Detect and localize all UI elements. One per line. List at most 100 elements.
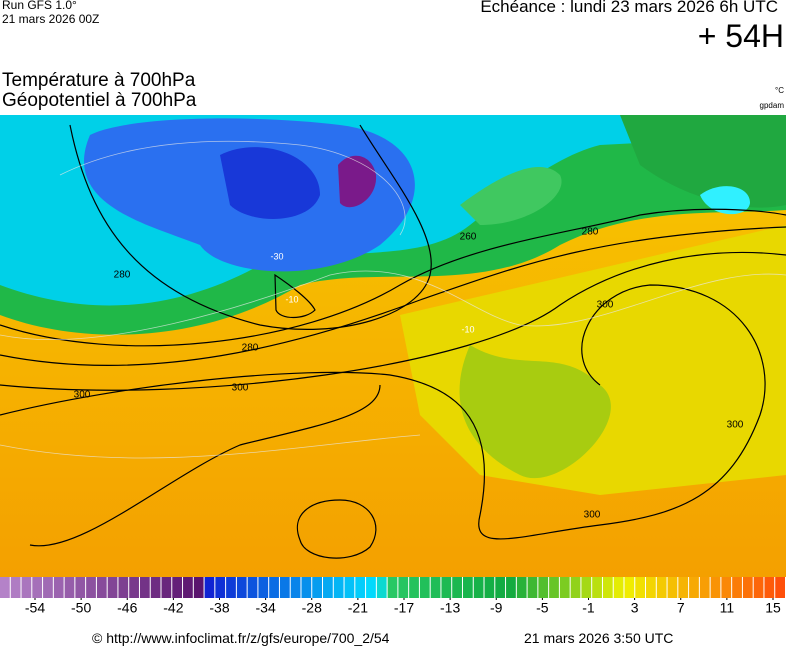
color-swatch: [452, 577, 462, 598]
isotherms: [0, 140, 786, 459]
color-swatch: [667, 577, 678, 598]
color-swatch: [538, 577, 549, 598]
lead-time: + 54H: [697, 18, 784, 54]
run: Run GFS 1.0°: [2, 0, 77, 12]
colorbar-tick-label: -42: [163, 600, 183, 616]
color-swatch: [247, 577, 258, 598]
colorbar-tick-label: -17: [394, 600, 414, 616]
color-swatch: [139, 577, 150, 598]
color-swatch: [118, 577, 129, 598]
color-swatch: [549, 577, 559, 598]
color-swatch: [32, 577, 43, 598]
color-swatch: [236, 577, 247, 598]
color-swatch: [678, 577, 689, 598]
color-swatch: [699, 577, 710, 598]
color-swatch: [172, 577, 183, 598]
contours: [0, 124, 786, 559]
contour-label: 300: [74, 390, 91, 401]
color-swatch: [689, 577, 699, 598]
color-swatch: [409, 577, 419, 598]
color-swatch: [75, 577, 86, 598]
colorbar-tick-label: -46: [117, 600, 137, 616]
color-swatch: [344, 577, 355, 598]
colorbar-tick-label: -5: [536, 600, 549, 616]
color-swatch: [742, 577, 753, 598]
color-swatch: [183, 577, 193, 598]
color-swatch: [226, 577, 236, 598]
color-swatch: [279, 577, 290, 598]
color-swatch: [290, 577, 301, 598]
color-swatch: [333, 577, 344, 598]
color-swatch: [323, 577, 333, 598]
color-swatch: [635, 577, 646, 598]
isotherm-label: -10: [461, 324, 474, 334]
unit-geopotential: gpdam: [759, 101, 784, 110]
colorbar-tick-label: -34: [256, 600, 276, 616]
dark-blue-area: [220, 147, 320, 219]
footer-url: © http://www.infoclimat.fr/z/gfs/europe/…: [92, 630, 390, 646]
color-swatch: [527, 577, 538, 598]
color-swatch: [355, 577, 366, 598]
color-swatch: [753, 577, 764, 598]
colorbar-tick-label: -28: [302, 600, 322, 616]
echeance: Echéance : lundi 23 mars 2026 6h UTC: [480, 0, 778, 16]
color-swatch: [96, 577, 107, 598]
purple-area: [338, 155, 377, 208]
color-swatch: [430, 577, 441, 598]
color-swatch: [398, 577, 409, 598]
contour-label: 300: [584, 510, 601, 521]
color-swatch: [419, 577, 430, 598]
color-swatch: [269, 577, 279, 598]
color-swatch: [10, 577, 21, 598]
color-swatch: [495, 577, 506, 598]
color-swatch: [21, 577, 32, 598]
color-swatch: [258, 577, 269, 598]
color-swatch: [150, 577, 161, 598]
color-swatch: [602, 577, 613, 598]
color-swatch: [387, 577, 398, 598]
color-swatch: [613, 577, 624, 598]
color-swatch: [43, 577, 53, 598]
map: 280 260 280 280 300 300 300 300 300 -10 -30 -10: [0, 115, 786, 577]
color-swatch: [0, 577, 10, 598]
color-swatch: [441, 577, 452, 598]
colorbar-tick-label: -1: [582, 600, 595, 616]
color-swatch: [215, 577, 226, 598]
color-swatch: [581, 577, 592, 598]
color-swatch: [312, 577, 323, 598]
color-swatch: [624, 577, 635, 598]
color-swatch: [193, 577, 204, 598]
color-swatch: [161, 577, 172, 598]
color-swatch: [64, 577, 75, 598]
contour-label: 300: [232, 383, 249, 394]
yellow-green-area: [459, 345, 611, 479]
colorbar-tick-label: 11: [720, 600, 735, 616]
colorbar-tick-label: 15: [765, 600, 781, 616]
green-ne: [620, 115, 786, 208]
color-swatch: [484, 577, 495, 598]
color-swatch: [721, 577, 732, 598]
color-swatch: [107, 577, 118, 598]
color-swatch: [656, 577, 667, 598]
unit-temperature: °C: [775, 86, 784, 95]
contour-label: 300: [727, 420, 744, 431]
color-swatch: [366, 577, 376, 598]
contour-label: 280: [582, 227, 599, 238]
colorbar-tick-label: -54: [25, 600, 45, 616]
contour-label: 300: [597, 300, 614, 311]
color-swatch: [301, 577, 312, 598]
title-temperature: Température à 700hPa: [2, 70, 196, 91]
cyan-patch: [700, 186, 750, 215]
colorbar-tick-label: -38: [209, 600, 229, 616]
color-swatch: [53, 577, 64, 598]
color-swatch: [732, 577, 742, 598]
colorbar-tick-label: -21: [348, 600, 368, 616]
color-swatch: [204, 577, 215, 598]
color-swatch: [376, 577, 387, 598]
contour-label: 280: [114, 270, 131, 281]
isotherm-label: -30: [270, 251, 283, 261]
color-swatch: [129, 577, 139, 598]
contour-label: 260: [460, 232, 477, 243]
green-patch: [460, 166, 562, 225]
